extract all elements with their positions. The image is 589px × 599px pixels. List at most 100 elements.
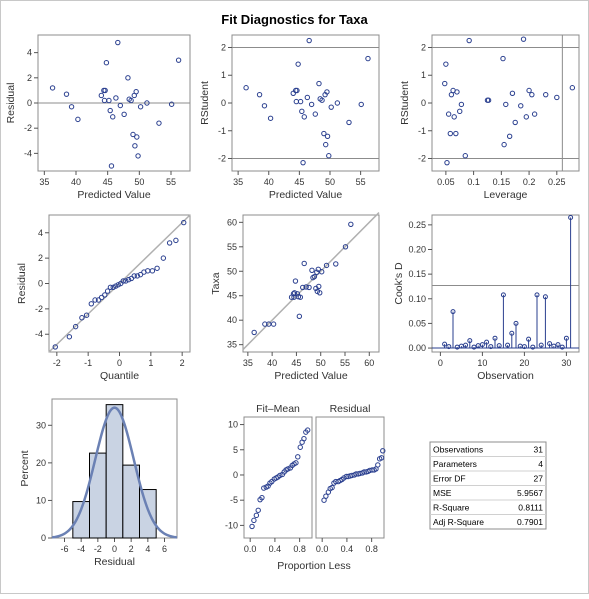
fit-line	[242, 212, 380, 351]
data-point	[66, 334, 73, 340]
x-tick-label: 35	[243, 358, 253, 368]
data-point	[326, 153, 332, 159]
data-point	[500, 55, 506, 62]
x-tick-label: 0	[438, 358, 443, 368]
data-point	[110, 114, 116, 120]
x-tick-label: 10	[477, 358, 487, 368]
x-tick-label: 40	[71, 177, 81, 187]
data-point	[358, 101, 364, 108]
data-point	[95, 297, 102, 303]
data-point	[301, 435, 307, 442]
data-point	[63, 91, 70, 97]
y-tick-label: -1	[418, 126, 426, 136]
data-point	[506, 133, 513, 140]
x-axis-label: Observation	[477, 370, 534, 382]
data-point	[253, 512, 260, 519]
data-point	[458, 101, 465, 108]
plot-cooks-d: 0 10 20 30 0.00 0.05 0.10 0.15 0.20 0.25 Observati…	[393, 214, 580, 382]
x-tick-label: 55	[356, 177, 366, 187]
x-tick-label: 55	[340, 358, 350, 368]
data-point	[380, 448, 386, 454]
y-tick-label: 55	[227, 242, 237, 252]
y-axis-label: RStudent	[199, 81, 211, 125]
data-point	[249, 523, 255, 530]
x-tick-label: 2	[180, 358, 185, 368]
x-tick-label: -6	[60, 544, 68, 554]
normal-density-curve	[51, 406, 178, 539]
data-point	[181, 219, 187, 226]
x-tick-label: 2	[129, 544, 134, 554]
x-tick-label: 0.8	[365, 544, 378, 554]
x-axis-label: Predicted Value	[77, 189, 151, 201]
y-axis-label: Percent	[19, 450, 31, 486]
data-point	[156, 120, 162, 126]
data-point	[303, 284, 309, 290]
data-point	[103, 60, 110, 66]
data-point	[501, 141, 507, 148]
data-point	[445, 111, 452, 117]
needle-point	[484, 339, 490, 345]
y-tick-label: 4	[38, 228, 43, 238]
data-point	[92, 297, 98, 303]
data-point	[543, 91, 549, 98]
data-point	[299, 108, 305, 115]
data-point	[316, 283, 322, 290]
y-tick-label: -5	[230, 495, 238, 505]
data-point	[107, 284, 114, 291]
plot-rstudent-vs-predicted: 35 40 45 50 55 -2 -1 0 1 2 Predicted Value RStudent	[199, 34, 380, 201]
data-point	[462, 153, 468, 159]
data-point	[277, 472, 283, 479]
plot-residual-fit-spread: Fit–Mean 0.0 0.4 0.8 Residual 0.0 0.4 0.8 -10 -5 0…	[225, 403, 386, 572]
data-point	[295, 454, 301, 460]
y-tick-label: -1	[218, 126, 226, 136]
y-tick-label: 2	[38, 253, 43, 263]
y-tick-label: 0.20	[408, 244, 426, 254]
data-point	[485, 97, 492, 103]
data-point	[292, 278, 299, 284]
panel-label: Residual	[330, 403, 371, 415]
data-point	[304, 427, 311, 433]
data-point	[297, 444, 303, 450]
x-axis-label: Predicted Value	[269, 189, 343, 201]
x-tick-label: 0.1	[467, 177, 480, 187]
y-tick-label: -2	[418, 154, 426, 164]
needle-point	[563, 335, 569, 341]
data-point	[300, 159, 306, 166]
data-point	[149, 268, 156, 274]
data-point	[348, 221, 354, 227]
y-tick-label: -2	[218, 154, 226, 164]
data-point	[301, 260, 307, 267]
x-tick-label: 0.05	[437, 177, 455, 187]
data-point	[375, 462, 381, 468]
data-point	[309, 267, 315, 273]
x-tick-label: 0.8	[293, 544, 306, 554]
data-point	[315, 266, 321, 273]
data-point	[160, 255, 167, 261]
data-point	[113, 95, 119, 101]
data-point	[296, 313, 303, 319]
data-point	[324, 89, 330, 95]
y-tick-label: 2	[27, 73, 32, 83]
data-point	[554, 94, 560, 101]
y-tick-label: -4	[24, 148, 32, 158]
x-tick-label: 0.0	[316, 544, 329, 554]
data-point	[365, 55, 371, 62]
needle-point	[538, 342, 544, 348]
chart-title: Fit Diagnostics for Taxa	[221, 12, 368, 27]
plot-residual-vs-predicted: 35 40 45 50 55 -4 -2 0 2 4 Predicted Value Residual	[5, 34, 191, 201]
data-point	[262, 321, 268, 327]
data-point	[106, 97, 112, 104]
data-point	[108, 163, 115, 169]
data-point	[68, 104, 75, 110]
panel-label: Fit–Mean	[256, 403, 300, 415]
data-point	[79, 315, 85, 321]
needle-point	[505, 342, 511, 348]
table-row-value: 31	[534, 445, 544, 455]
data-point	[353, 471, 359, 477]
x-tick-label: 0.4	[341, 544, 354, 554]
plot-rstudent-vs-leverage: 0.05 0.1 0.15 0.2 0.25 -2 -1 0 1 2 Leverage RStuden…	[399, 34, 580, 201]
y-tick-label: 0	[41, 533, 46, 543]
data-point	[173, 237, 179, 244]
x-tick-label: 50	[134, 177, 144, 187]
y-tick-label: 0	[421, 98, 426, 108]
